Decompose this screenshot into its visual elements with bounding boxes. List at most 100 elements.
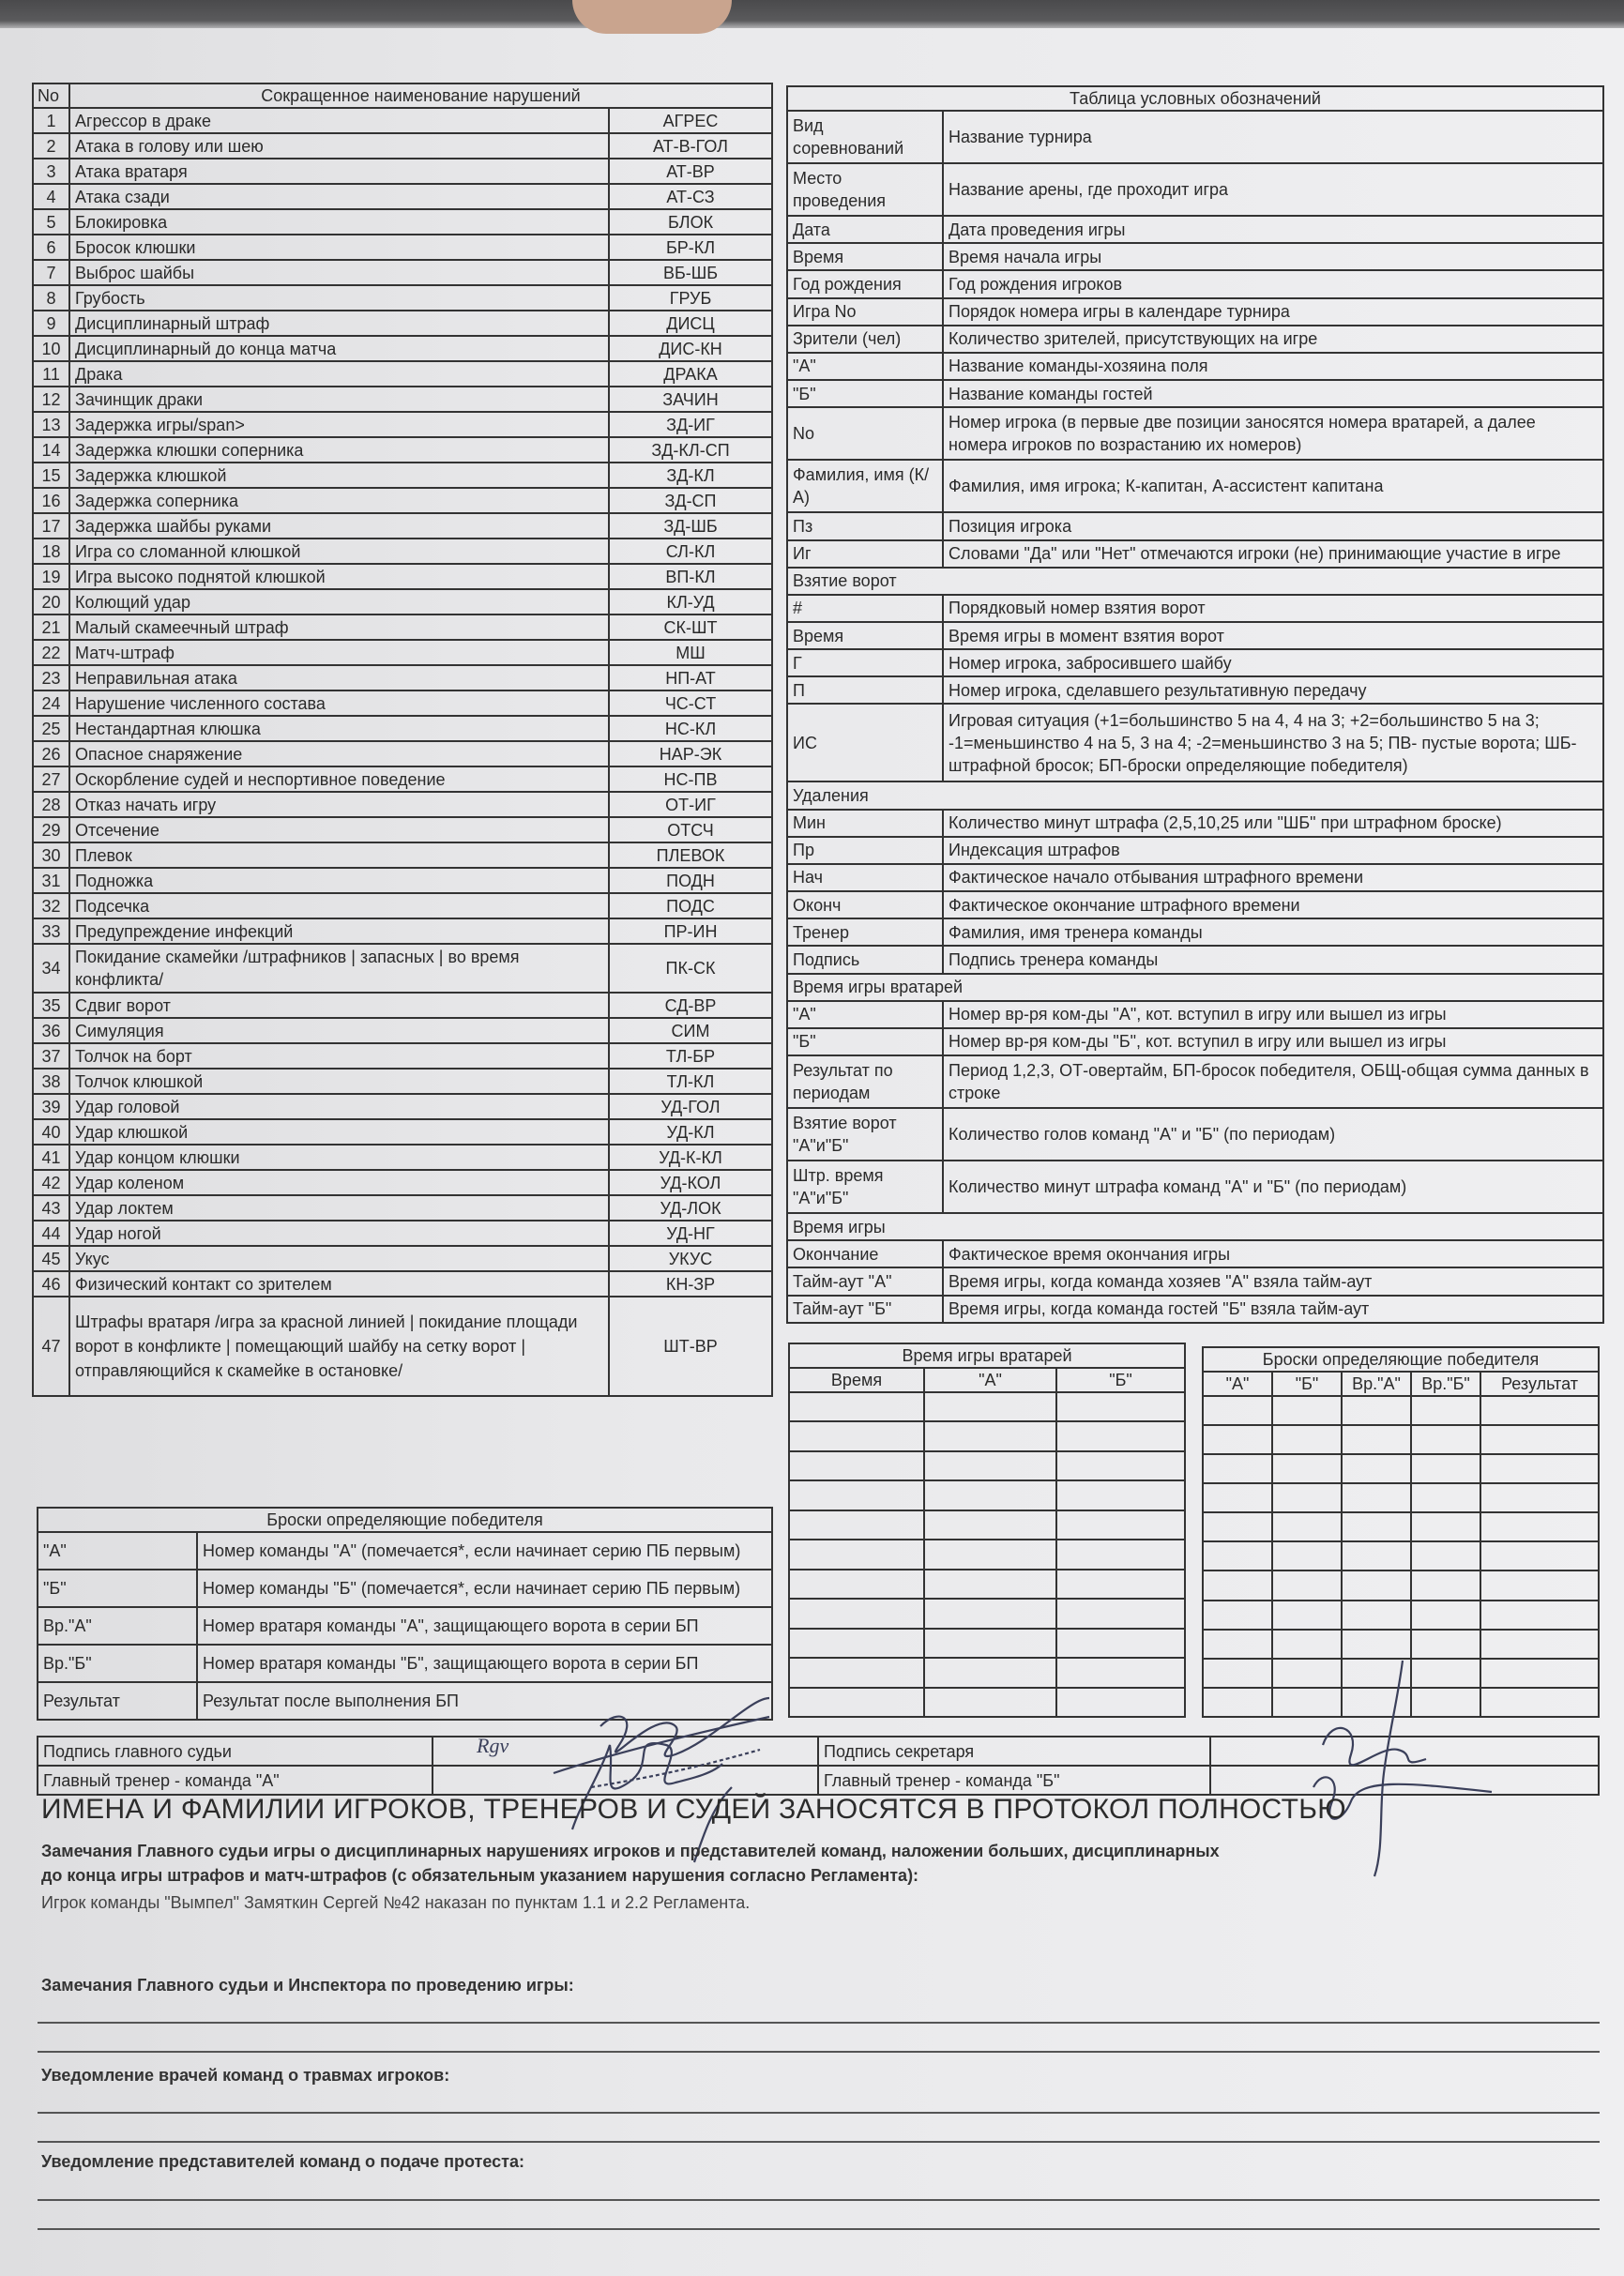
secretary-signature-field[interactable] <box>1209 1736 1600 1767</box>
shootout-cell[interactable] <box>1202 1540 1273 1572</box>
shootout-cell[interactable] <box>1271 1657 1343 1689</box>
shootout-cell[interactable] <box>1479 1540 1601 1572</box>
head-referee-signature-field[interactable] <box>432 1736 819 1767</box>
shootout-cell[interactable] <box>1271 1394 1343 1427</box>
shootout-cell[interactable] <box>1202 1394 1273 1427</box>
goalie-time-cell[interactable] <box>923 1420 1057 1452</box>
goalie-time-cell[interactable] <box>1055 1449 1187 1482</box>
shootout-cell[interactable] <box>1479 1511 1601 1543</box>
shootout-cell[interactable] <box>1202 1424 1273 1456</box>
goalie-time-cell[interactable] <box>1055 1627 1187 1660</box>
goalie-time-cell[interactable] <box>1055 1686 1187 1719</box>
shootout-cell[interactable] <box>1410 1686 1481 1719</box>
shootout-cell[interactable] <box>1341 1599 1412 1631</box>
goalie-time-cell[interactable] <box>923 1539 1057 1570</box>
goalie-time-cell[interactable] <box>788 1479 925 1511</box>
shootout-cell[interactable] <box>1202 1686 1273 1719</box>
goalie-time-cell[interactable] <box>788 1627 925 1660</box>
shootout-cell[interactable] <box>1271 1570 1343 1601</box>
shootout-cell[interactable] <box>1410 1570 1481 1601</box>
shootout-cell[interactable] <box>1410 1511 1481 1543</box>
goalie-time-cell[interactable] <box>923 1479 1057 1511</box>
shootout-cell[interactable] <box>1202 1482 1273 1514</box>
shootout-cell[interactable] <box>1410 1599 1481 1631</box>
shootout-cell[interactable] <box>1410 1453 1481 1485</box>
shootout-cell[interactable] <box>1410 1394 1481 1427</box>
shootout-cell[interactable] <box>1271 1686 1343 1719</box>
shootout-cell[interactable] <box>1341 1511 1412 1543</box>
goalie-time-cell[interactable] <box>788 1657 925 1689</box>
shootout-cell[interactable] <box>1479 1424 1601 1456</box>
shootout-cell[interactable] <box>1271 1628 1343 1660</box>
goalie-time-cell[interactable] <box>788 1539 925 1570</box>
coach-b-signature-field[interactable] <box>1209 1765 1600 1796</box>
goalie-time-cell[interactable] <box>1055 1479 1187 1511</box>
goalie-time-cell[interactable] <box>788 1598 925 1630</box>
goalie-time-cell[interactable] <box>788 1568 925 1601</box>
goalie-time-cell[interactable] <box>788 1509 925 1541</box>
shootout-cell[interactable] <box>1202 1657 1273 1689</box>
shootout-cell[interactable] <box>1410 1424 1481 1456</box>
protest-line-1[interactable] <box>38 2199 1600 2201</box>
goalie-time-cell[interactable] <box>1055 1420 1187 1452</box>
shootout-cell[interactable] <box>1479 1482 1601 1514</box>
goalie-time-cell[interactable] <box>1055 1598 1187 1630</box>
shootout-cell[interactable] <box>1410 1657 1481 1689</box>
goalie-time-cell[interactable] <box>1055 1568 1187 1601</box>
goalie-time-cell[interactable] <box>788 1390 925 1423</box>
shootout-cell[interactable] <box>1271 1482 1343 1514</box>
shootout-cell[interactable] <box>1479 1628 1601 1660</box>
shootout-cell[interactable] <box>1271 1424 1343 1456</box>
inspector-remarks-line-1[interactable] <box>38 2022 1600 2024</box>
shootout-cell[interactable] <box>1341 1394 1412 1427</box>
goalie-time-cell[interactable] <box>923 1686 1057 1719</box>
shootout-cell[interactable] <box>1341 1453 1412 1485</box>
shootout-cell[interactable] <box>1410 1482 1481 1514</box>
shootout-cell[interactable] <box>1479 1686 1601 1719</box>
injuries-line-1[interactable] <box>38 2112 1600 2114</box>
shootout-cell[interactable] <box>1410 1540 1481 1572</box>
inspector-remarks-line-2[interactable] <box>38 2051 1600 2053</box>
goalie-time-cell[interactable] <box>1055 1657 1187 1689</box>
goalie-time-cell[interactable] <box>923 1390 1057 1423</box>
shootout-cell[interactable] <box>1202 1511 1273 1543</box>
shootout-cell[interactable] <box>1271 1511 1343 1543</box>
shootout-cell[interactable] <box>1202 1570 1273 1601</box>
shootout-cell[interactable] <box>1479 1453 1601 1485</box>
shootout-cell[interactable] <box>1202 1453 1273 1485</box>
shootout-cell[interactable] <box>1341 1657 1412 1689</box>
goalie-time-cell[interactable] <box>1055 1539 1187 1570</box>
goalie-time-cell[interactable] <box>923 1657 1057 1689</box>
discipline-remarks-text[interactable]: Игрок команды "Вымпел" Замяткин Сергей №… <box>41 1893 751 1912</box>
shootout-cell[interactable] <box>1202 1628 1273 1660</box>
shootout-cell[interactable] <box>1341 1482 1412 1514</box>
coach-a-signature-field[interactable] <box>432 1765 819 1796</box>
shootout-cell[interactable] <box>1271 1599 1343 1631</box>
violation-row: 6 Бросок клюшки БР-КЛ <box>32 234 774 261</box>
goalie-time-cell[interactable] <box>788 1449 925 1482</box>
shootout-cell[interactable] <box>1341 1424 1412 1456</box>
shootout-cell[interactable] <box>1341 1570 1412 1601</box>
goalie-time-cell[interactable] <box>788 1686 925 1719</box>
goalie-time-cell[interactable] <box>1055 1509 1187 1541</box>
shootout-cell[interactable] <box>1479 1599 1601 1631</box>
shootout-cell[interactable] <box>1479 1394 1601 1427</box>
shootout-cell[interactable] <box>1271 1453 1343 1485</box>
goalie-time-cell[interactable] <box>923 1568 1057 1601</box>
goalie-time-cell[interactable] <box>923 1598 1057 1630</box>
goalie-time-cell[interactable] <box>788 1420 925 1452</box>
shootout-cell[interactable] <box>1410 1628 1481 1660</box>
shootout-cell[interactable] <box>1341 1628 1412 1660</box>
goalie-time-cell[interactable] <box>923 1449 1057 1482</box>
shootout-cell[interactable] <box>1341 1686 1412 1719</box>
injuries-line-2[interactable] <box>38 2141 1600 2143</box>
goalie-time-cell[interactable] <box>1055 1390 1187 1423</box>
shootout-cell[interactable] <box>1479 1657 1601 1689</box>
protest-line-2[interactable] <box>38 2228 1600 2230</box>
goalie-time-cell[interactable] <box>923 1509 1057 1541</box>
shootout-cell[interactable] <box>1341 1540 1412 1572</box>
shootout-cell[interactable] <box>1479 1570 1601 1601</box>
shootout-cell[interactable] <box>1271 1540 1343 1572</box>
shootout-cell[interactable] <box>1202 1599 1273 1631</box>
goalie-time-cell[interactable] <box>923 1627 1057 1660</box>
